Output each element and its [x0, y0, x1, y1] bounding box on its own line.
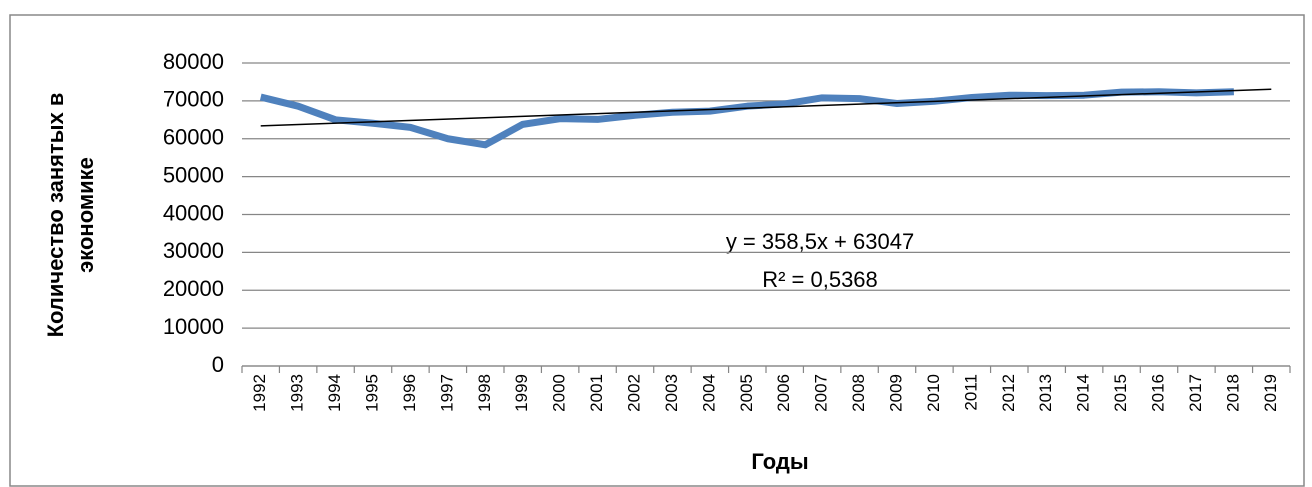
x-tick-label: 1995 — [362, 374, 381, 412]
y-tick-label: 80000 — [163, 49, 224, 74]
x-tick-label: 1992 — [250, 374, 269, 412]
y-tick-label: 30000 — [163, 238, 224, 263]
y-tick-label: 0 — [212, 352, 224, 377]
x-tick-label: 2009 — [886, 374, 905, 412]
y-tick-label: 60000 — [163, 125, 224, 150]
y-tick-label: 20000 — [163, 276, 224, 301]
x-tick-label: 2011 — [961, 374, 980, 411]
x-tick-label: 1996 — [400, 374, 419, 412]
y-tick-label: 40000 — [163, 200, 224, 225]
x-tick-label: 2003 — [662, 374, 681, 412]
x-tick-label: 2015 — [1111, 374, 1130, 412]
x-tick-label: 2019 — [1261, 374, 1280, 412]
x-tick-label: 1998 — [475, 374, 494, 412]
x-tick-label: 2012 — [999, 374, 1018, 412]
x-tick-label: 2017 — [1186, 374, 1205, 412]
x-tick-label: 2008 — [849, 374, 868, 412]
x-tick-label: 2016 — [1148, 374, 1167, 412]
y-tick-label: 50000 — [163, 162, 224, 187]
x-tick-label: 2000 — [550, 374, 569, 412]
x-tick-label: 1999 — [512, 374, 531, 412]
data-line — [259, 88, 1234, 149]
y-tick-label: 70000 — [163, 87, 224, 112]
x-tick-label: 1993 — [288, 374, 307, 412]
trend-line — [260, 88, 1272, 127]
x-tick-label: 2006 — [774, 374, 793, 412]
trend-r2: R² = 0,5368 — [762, 267, 878, 292]
x-tick-label: 2004 — [699, 374, 718, 412]
x-tick-label: 2018 — [1223, 374, 1242, 412]
x-tick-label: 2007 — [812, 374, 831, 412]
y-axis-title: экономике — [73, 157, 98, 273]
x-tick-label: 2010 — [924, 374, 943, 412]
x-tick-label: 2005 — [737, 374, 756, 412]
x-tick-label: 2001 — [587, 374, 606, 412]
x-tick-label: 2013 — [1036, 374, 1055, 412]
x-axis-title: Годы — [751, 449, 808, 474]
x-tick-label: 2002 — [624, 374, 643, 412]
y-tick-label: 10000 — [163, 314, 224, 339]
x-tick-label: 2014 — [1074, 374, 1093, 412]
y-axis-title: Количество занятых в — [43, 93, 68, 338]
x-tick-label: 1994 — [325, 374, 344, 412]
x-tick-label: 1997 — [437, 374, 456, 412]
trend-equation: y = 358,5x + 63047 — [726, 229, 914, 254]
